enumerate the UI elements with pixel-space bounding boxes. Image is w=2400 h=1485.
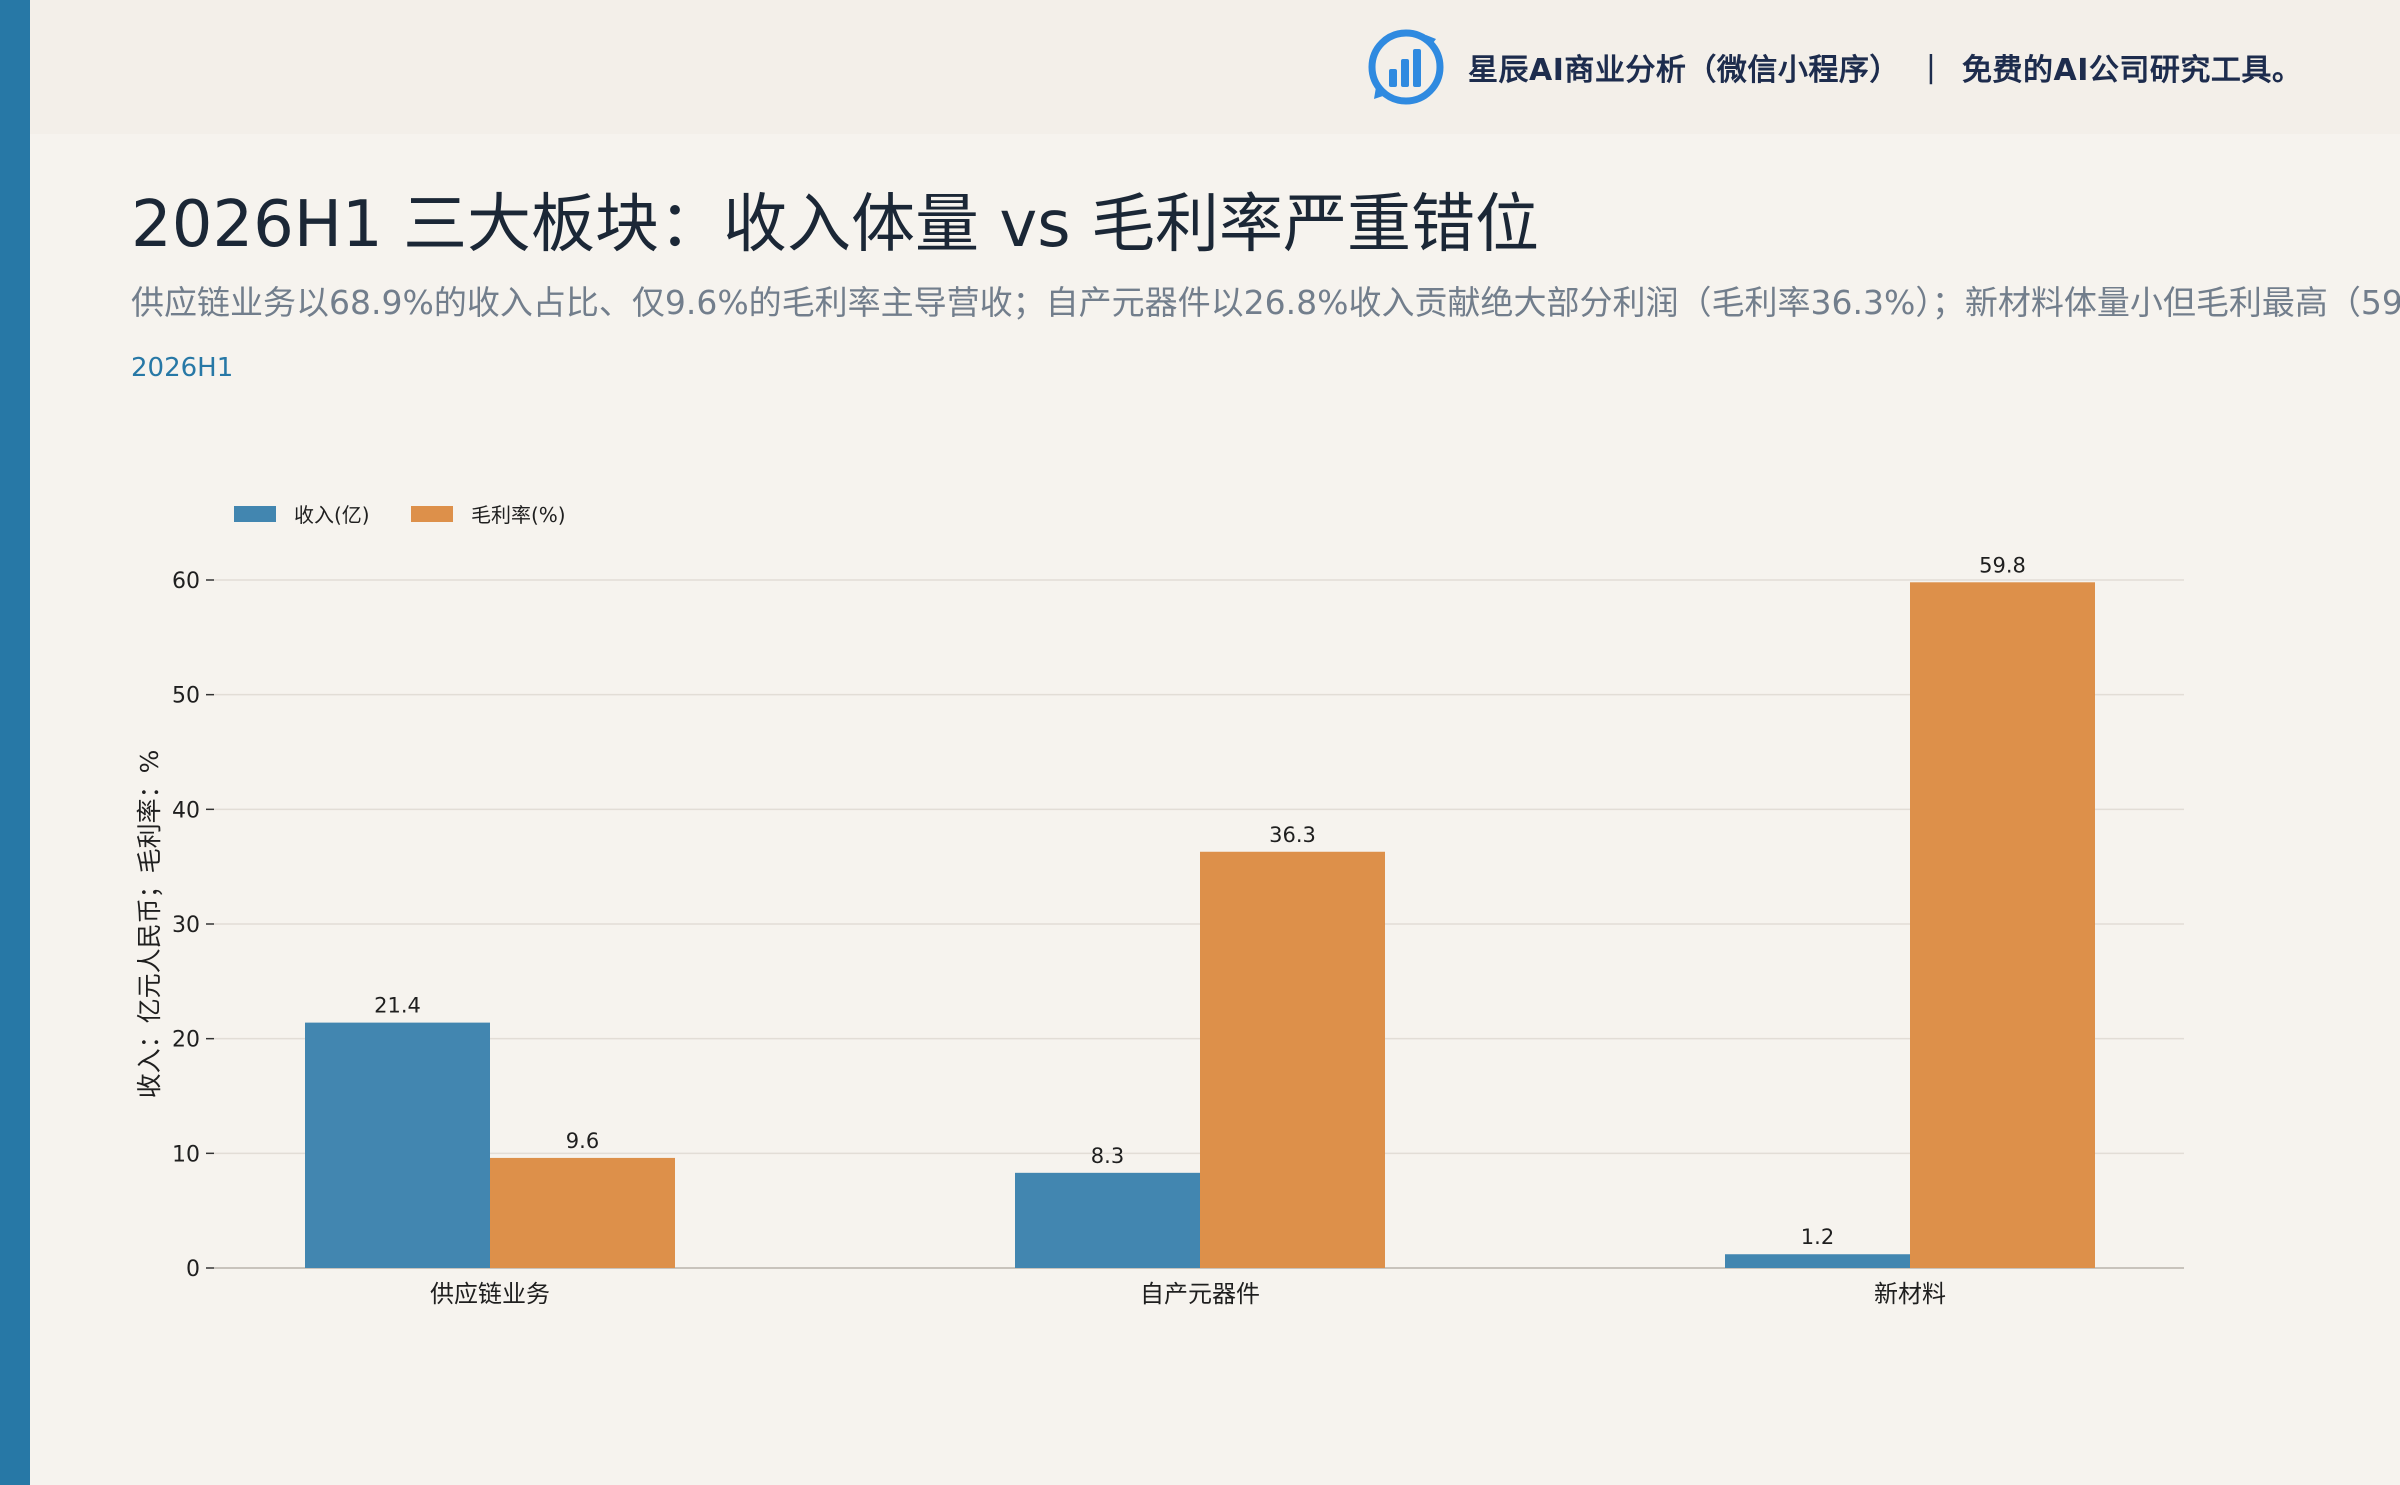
bar-margin bbox=[490, 1157, 675, 1268]
legend-swatch bbox=[411, 506, 453, 522]
y-tick-label: 20 bbox=[172, 1028, 200, 1053]
brand-separator: | bbox=[1925, 49, 1936, 85]
x-tick-label: 新材料 bbox=[1874, 1280, 1946, 1308]
bar-revenue bbox=[305, 1022, 490, 1268]
data-label: 1.2 bbox=[1801, 1225, 1834, 1249]
y-tick-label: 40 bbox=[172, 798, 200, 823]
y-tick-label: 60 bbox=[172, 569, 200, 594]
y-axis-label: 收入：亿元人民币；毛利率：% bbox=[135, 750, 164, 1099]
data-label: 9.6 bbox=[566, 1129, 599, 1153]
page-subtitle: 供应链业务以68.9%的收入占比、仅9.6%的毛利率主导营收；自产元器件以26.… bbox=[131, 283, 2400, 322]
data-label: 8.3 bbox=[1091, 1144, 1124, 1168]
bar-revenue bbox=[1725, 1254, 1910, 1268]
left-accent-bar bbox=[0, 0, 30, 1485]
data-label: 36.3 bbox=[1269, 823, 1316, 847]
y-tick-label: 50 bbox=[172, 684, 200, 709]
x-tick-label: 供应链业务 bbox=[430, 1280, 550, 1308]
y-tick-label: 10 bbox=[172, 1142, 200, 1167]
legend-swatch bbox=[234, 506, 276, 522]
brand-name: 星辰AI商业分析（微信小程序） bbox=[1468, 53, 1900, 88]
page-title: 2026H1 三大板块：收入体量 vs 毛利率严重错位 bbox=[131, 188, 1539, 262]
bar-revenue bbox=[1015, 1172, 1200, 1268]
data-label: 59.8 bbox=[1979, 553, 2026, 577]
x-tick-label: 自产元器件 bbox=[1140, 1280, 1260, 1308]
period-label: 2026H1 bbox=[131, 353, 234, 383]
y-tick-label: 30 bbox=[172, 913, 200, 938]
brand-tagline: 免费的AI公司研究工具。 bbox=[1962, 53, 2303, 88]
bar-margin bbox=[1910, 582, 2095, 1268]
header-bar bbox=[30, 0, 2400, 134]
bar-margin bbox=[1200, 851, 1385, 1268]
legend-label: 收入(亿) bbox=[294, 503, 370, 527]
bar-chart-logo-icon bbox=[1368, 29, 1444, 105]
data-label: 21.4 bbox=[374, 994, 421, 1018]
brand-banner[interactable]: 星辰AI商业分析（微信小程序） | 免费的AI公司研究工具。 bbox=[1366, 22, 2302, 112]
y-tick-label: 0 bbox=[186, 1257, 200, 1282]
legend-label: 毛利率(%) bbox=[471, 503, 566, 527]
